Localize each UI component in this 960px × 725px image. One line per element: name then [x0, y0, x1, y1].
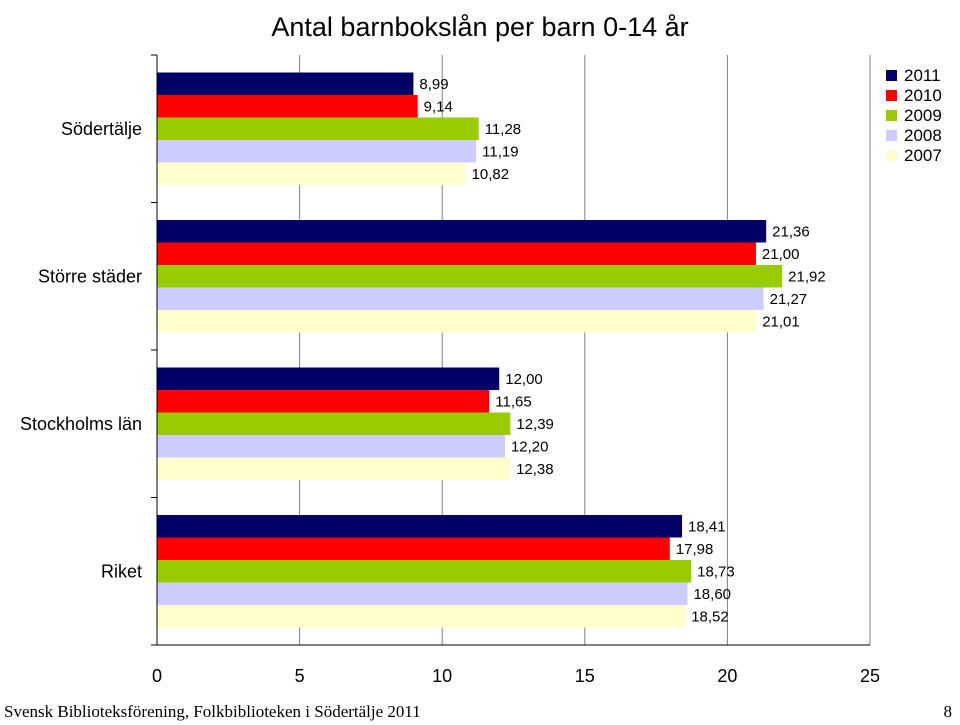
x-tick-label: 25 [860, 666, 880, 686]
legend-label: 2008 [904, 126, 942, 145]
bar [157, 95, 418, 118]
data-label: 18,52 [691, 608, 729, 625]
bar [157, 117, 479, 140]
bar [157, 435, 505, 458]
category-label: Större städer [38, 266, 142, 286]
data-label: 11,28 [485, 121, 521, 138]
data-label: 21,00 [762, 246, 800, 263]
bar [157, 515, 683, 538]
data-label: 11,19 [482, 143, 518, 160]
bar [157, 412, 511, 435]
bar [157, 162, 466, 185]
bar [157, 140, 477, 163]
data-label: 9,14 [424, 98, 453, 115]
legend-label: 2007 [904, 146, 942, 165]
category-label: Södertälje [61, 119, 142, 139]
x-tick-label: 0 [152, 666, 162, 686]
legend-label: 2011 [904, 66, 941, 85]
data-label: 10,82 [472, 166, 510, 183]
data-label: 12,00 [505, 371, 543, 388]
data-label: 8,99 [419, 76, 448, 93]
data-label: 12,38 [516, 461, 554, 478]
data-label: 12,39 [516, 416, 554, 433]
legend-swatch [886, 110, 897, 121]
x-tick-label: 20 [717, 666, 737, 686]
bar [157, 72, 414, 95]
legend-label: 2010 [904, 86, 942, 105]
x-tick-label: 10 [432, 666, 452, 686]
data-label: 21,92 [788, 268, 826, 285]
bar [157, 287, 764, 310]
bar [157, 560, 692, 583]
data-label: 18,73 [697, 563, 735, 580]
bar [157, 367, 500, 390]
page-number: 8 [943, 702, 953, 721]
footer-source: Svensk Biblioteksförening, Folkbibliotek… [4, 702, 421, 721]
bar [157, 457, 511, 480]
legend-swatch [886, 150, 897, 161]
data-label: 12,20 [511, 438, 549, 455]
category-label: Riket [101, 561, 142, 581]
data-label: 11,65 [495, 393, 531, 410]
x-tick-label: 15 [575, 666, 595, 686]
bar [157, 582, 688, 605]
data-label: 18,60 [693, 586, 731, 603]
bar [157, 605, 686, 628]
bar [157, 537, 670, 560]
category-label: Stockholms län [20, 414, 142, 434]
chart-title: Antal barnbokslån per barn 0-14 år [271, 12, 689, 42]
legend-swatch [886, 130, 897, 141]
legend-label: 2009 [904, 106, 942, 125]
legend-swatch [886, 90, 897, 101]
bar [157, 220, 767, 243]
bar [157, 242, 756, 265]
x-tick-label: 5 [295, 666, 305, 686]
data-label: 18,41 [688, 518, 726, 535]
data-label: 17,98 [676, 541, 714, 558]
data-label: 21,36 [772, 223, 810, 240]
data-label: 21,01 [762, 313, 800, 330]
bar [157, 265, 783, 288]
legend-swatch [886, 70, 897, 81]
data-label: 21,27 [770, 291, 808, 308]
bar [157, 390, 490, 413]
bar [157, 310, 757, 333]
